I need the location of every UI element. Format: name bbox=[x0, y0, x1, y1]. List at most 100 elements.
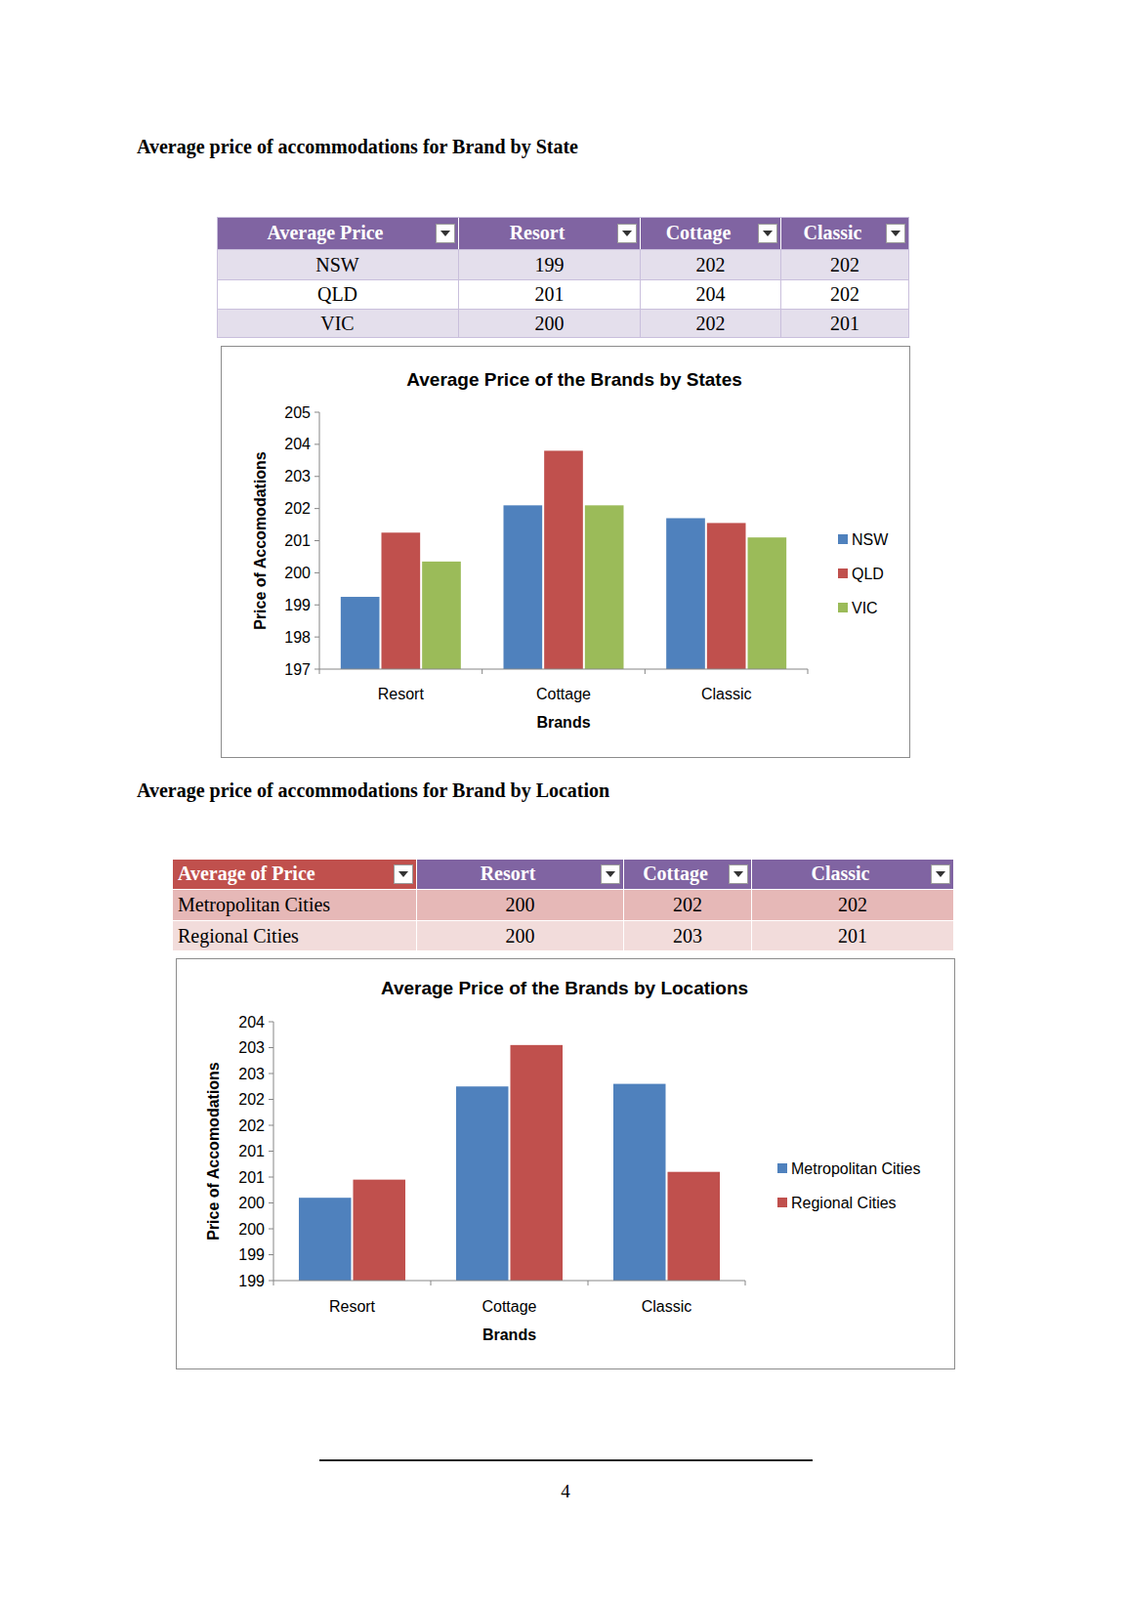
y-axis bbox=[319, 412, 321, 670]
bars bbox=[340, 450, 787, 670]
y-tick bbox=[268, 1176, 274, 1178]
y-tick bbox=[268, 1280, 274, 1282]
y-tick-label: 199 bbox=[238, 1272, 265, 1290]
x-tick-label: Classic bbox=[701, 685, 753, 703]
legend-swatch bbox=[837, 602, 848, 613]
y-tick-label: 197 bbox=[284, 661, 311, 678]
y-tick bbox=[268, 1098, 274, 1100]
x-tick-label: Resort bbox=[329, 1298, 377, 1315]
y-tick-label: 200 bbox=[238, 1220, 265, 1238]
header-text: Classic bbox=[752, 858, 929, 889]
y-tick-label: 202 bbox=[238, 1117, 265, 1134]
x-axis bbox=[273, 1280, 746, 1282]
table-header-cell: Classic bbox=[752, 858, 955, 889]
dropdown-arrow bbox=[890, 230, 901, 237]
x-tick-label: Cottage bbox=[536, 685, 591, 703]
x-tick-label: Resort bbox=[377, 685, 425, 703]
x-tick-label: Cottage bbox=[481, 1298, 537, 1315]
chart-title: Average Price of the Brands by States bbox=[406, 369, 743, 390]
y-tick bbox=[314, 604, 320, 606]
table-cell: NSW bbox=[216, 249, 460, 280]
bar bbox=[707, 522, 747, 670]
filter-dropdown[interactable] bbox=[393, 864, 414, 884]
bar bbox=[510, 1045, 564, 1281]
bar bbox=[585, 504, 625, 670]
bar bbox=[298, 1197, 352, 1281]
y-tick-label: 200 bbox=[238, 1194, 265, 1212]
bar bbox=[381, 532, 421, 670]
table-header-cell: Average Price bbox=[216, 216, 460, 250]
table-header-cell: Resort bbox=[417, 858, 625, 889]
bar bbox=[668, 1172, 721, 1281]
dropdown-arrow bbox=[440, 230, 451, 237]
table-cell: 202 bbox=[640, 308, 782, 338]
y-tick bbox=[314, 475, 320, 477]
y-tick-label: 205 bbox=[284, 404, 311, 421]
chart: Average Price of the Brands by Locations… bbox=[176, 959, 956, 1370]
legend: NSWQLDVIC bbox=[837, 531, 889, 617]
filter-dropdown[interactable] bbox=[728, 864, 749, 884]
bar bbox=[666, 517, 706, 670]
bar bbox=[340, 596, 380, 670]
y-tick bbox=[314, 636, 320, 638]
filter-dropdown[interactable] bbox=[757, 223, 778, 244]
table-cell: 202 bbox=[752, 888, 955, 921]
footer-rule bbox=[319, 1459, 813, 1462]
table-cell: 200 bbox=[417, 920, 625, 952]
y-axis bbox=[273, 1021, 275, 1281]
dropdown-arrow bbox=[398, 871, 409, 878]
table-cell: 200 bbox=[459, 308, 641, 338]
table-cell: 199 bbox=[459, 249, 641, 280]
y-tick-label: 203 bbox=[238, 1039, 265, 1056]
y-tick-label: 202 bbox=[284, 500, 311, 517]
y-tick bbox=[314, 443, 320, 445]
header-text: Classic bbox=[781, 216, 884, 250]
table-frame bbox=[171, 858, 955, 952]
x-tick bbox=[319, 669, 321, 674]
header-text: Cottage bbox=[640, 216, 756, 250]
table-header-cell: Average of Price bbox=[171, 858, 418, 889]
section-heading: Average price of accommodations for Bran… bbox=[136, 135, 579, 159]
header-text: Average of Price bbox=[171, 858, 392, 889]
filter-dropdown[interactable] bbox=[930, 864, 951, 884]
y-tick-label: 199 bbox=[284, 596, 311, 614]
filter-dropdown[interactable] bbox=[617, 223, 637, 244]
filter-dropdown[interactable] bbox=[435, 223, 456, 244]
table-cell: 201 bbox=[752, 920, 955, 952]
x-tick bbox=[430, 1280, 432, 1286]
y-axis-title: Price of Accomodations bbox=[251, 451, 269, 630]
filter-dropdown[interactable] bbox=[885, 223, 906, 244]
legend-label: Metropolitan Cities bbox=[791, 1160, 922, 1177]
chart-title: Average Price of the Brands by Locations bbox=[380, 977, 749, 999]
y-tick bbox=[268, 1228, 274, 1230]
y-tick bbox=[314, 669, 320, 671]
bar bbox=[503, 504, 544, 670]
x-axis-title: Brands bbox=[482, 1326, 537, 1343]
table-header-cell: Classic bbox=[781, 216, 910, 250]
table-header-cell: Cottage bbox=[624, 858, 753, 889]
legend: Metropolitan CitiesRegional Cities bbox=[777, 1160, 922, 1212]
dropdown-arrow bbox=[935, 871, 946, 878]
y-tick-label: 202 bbox=[238, 1090, 265, 1108]
y-tick-label: 198 bbox=[284, 628, 311, 646]
y-tick bbox=[314, 540, 320, 542]
table-cell: Regional Cities bbox=[171, 920, 418, 952]
legend-label: VIC bbox=[851, 599, 879, 617]
y-tick-label: 201 bbox=[238, 1169, 265, 1186]
table-cell: 203 bbox=[624, 920, 753, 952]
x-tick bbox=[587, 1280, 589, 1286]
y-tick-label: 204 bbox=[284, 435, 311, 453]
y-tick bbox=[268, 1021, 274, 1023]
bar bbox=[613, 1084, 667, 1281]
page: Average price of accommodations for Bran… bbox=[0, 0, 1131, 1600]
y-tick bbox=[268, 1125, 274, 1127]
table-cell: 202 bbox=[781, 249, 910, 280]
table-cell: 201 bbox=[459, 279, 641, 309]
y-tick bbox=[314, 572, 320, 574]
filter-dropdown[interactable] bbox=[600, 864, 621, 884]
x-tick bbox=[644, 669, 646, 674]
x-axis-title: Brands bbox=[536, 713, 590, 731]
table-cell: 202 bbox=[624, 888, 753, 921]
y-tick bbox=[268, 1073, 274, 1075]
bar bbox=[748, 537, 788, 670]
